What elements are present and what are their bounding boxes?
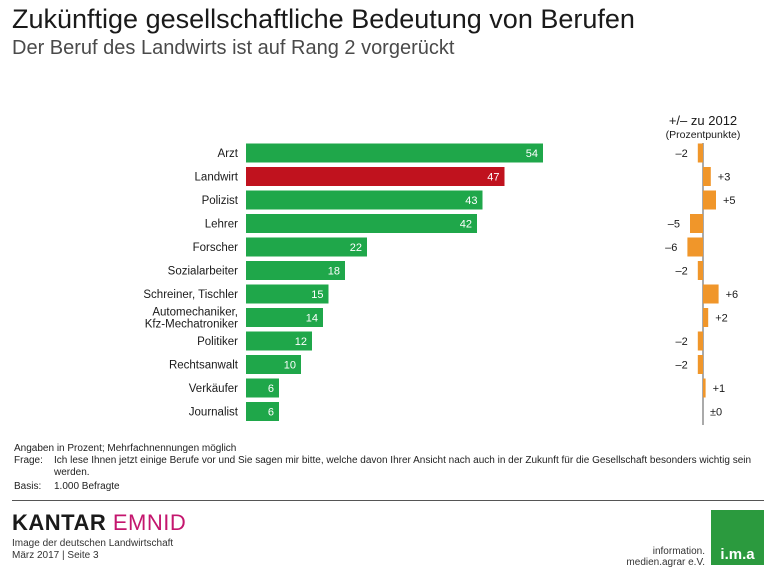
bar-chart: Arzt Landwirt Polizist Lehrer Forscher Sozial…: [143, 113, 741, 425]
bar-value-label: 15: [311, 289, 323, 301]
category-label: Landwirt: [195, 172, 239, 184]
change-bar: [703, 284, 719, 304]
bar: [246, 355, 301, 374]
notes-block: Angaben in Prozent; Mehrfachnennungen mö…: [14, 443, 764, 493]
change-bar: [703, 190, 716, 210]
bar-value-label: 10: [284, 360, 296, 372]
bar-value-label: 47: [487, 172, 499, 184]
frage-label: Frage:: [14, 455, 43, 466]
change-value-label: +1: [713, 383, 726, 395]
change-value-label: ±0: [710, 407, 722, 419]
category-label: Verkäufer: [189, 383, 238, 395]
change-value-label: –5: [668, 219, 680, 231]
study-name: Image der deutschen Landwirtschaft: [12, 538, 174, 549]
category-label: Politiker: [197, 336, 238, 348]
change-bar: [697, 261, 703, 280]
bar-value-label: 22: [350, 242, 362, 254]
bar: [246, 214, 477, 233]
change-chart-title: +/– zu 2012: [669, 113, 737, 128]
ima-logo-text: i.m.a: [720, 546, 755, 563]
page-title: Zukünftige gesellschaftliche Bedeutung v…: [12, 4, 635, 34]
bar: [246, 308, 323, 327]
change-value-label: +3: [718, 172, 731, 184]
bar-value-label: 6: [268, 383, 274, 395]
bar-value-label: 54: [526, 148, 538, 160]
change-value-label: +5: [723, 195, 736, 207]
ima-text-line1: information.: [652, 546, 705, 557]
ima-text-line2: medien.agrar e.V.: [626, 557, 705, 568]
change-value-label: +2: [715, 313, 728, 325]
category-label: Arzt: [218, 148, 239, 160]
change-value-label: –2: [676, 266, 688, 278]
bar: [246, 284, 329, 304]
bar: [246, 143, 543, 163]
change-value-label: –2: [676, 336, 688, 348]
change-bar: [687, 237, 703, 257]
change-bar: [703, 167, 711, 186]
bar: [246, 378, 279, 398]
category-label: Automechaniker, Kfz-Mechatroniker: [145, 307, 238, 331]
change-value-label: –2: [676, 148, 688, 160]
basis-text: 1.000 Befragte: [54, 481, 120, 492]
change-bar: [703, 378, 706, 398]
change-bar: [690, 214, 703, 233]
category-label: Schreiner, Tischler: [143, 289, 238, 301]
change-value-label: +6: [726, 289, 739, 301]
main-bars: 54 47 43 42 22 18 15 14 12 10 6 6: [246, 143, 543, 421]
bar-value-label: 14: [306, 313, 318, 325]
kantar-logo-part2: EMNID: [112, 510, 187, 535]
change-bar: [703, 308, 709, 327]
date-page: März 2017 | Seite 3: [12, 550, 99, 561]
notes-intro: Angaben in Prozent; Mehrfachnennungen mö…: [14, 443, 237, 454]
change-value-label: –6: [665, 242, 677, 254]
bar-value-label: 12: [295, 336, 307, 348]
kantar-emnid-logo: KANTAR EMNID: [12, 510, 186, 536]
footer-divider: [12, 500, 764, 501]
category-label: Polizist: [202, 195, 239, 207]
bar: [246, 237, 367, 257]
kantar-logo-part1: KANTAR: [12, 510, 107, 535]
category-label: Sozialarbeiter: [168, 266, 238, 278]
change-value-label: –2: [676, 360, 688, 372]
change-bar: [697, 143, 703, 163]
bar: [246, 190, 483, 210]
ima-logo: i.m.a: [711, 510, 764, 565]
bar: [246, 167, 505, 186]
category-label: Lehrer: [205, 219, 238, 231]
bar-value-label: 18: [328, 266, 340, 278]
category-labels: Arzt Landwirt Polizist Lehrer Forscher Sozial…: [143, 148, 238, 419]
change-bar: [697, 331, 703, 351]
bar-value-label: 42: [460, 219, 472, 231]
category-label: Journalist: [189, 407, 239, 419]
page-subtitle: Der Beruf des Landwirts ist auf Rang 2 v…: [12, 37, 455, 59]
category-label: Rechtsanwalt: [169, 360, 239, 372]
bar: [246, 261, 345, 280]
bar: [246, 402, 279, 421]
basis-label: Basis:: [14, 481, 42, 492]
bar-value-label: 43: [465, 195, 477, 207]
bar: [246, 331, 312, 351]
change-bars: –2 +3 +5 –5 –6 –2 +6 +2 –2 –2 +1 ±0: [665, 143, 739, 419]
category-label: Forscher: [193, 242, 239, 254]
change-bar: [697, 355, 703, 374]
frage-text: Ich lese Ihnen jetzt einige Berufe vor u…: [54, 455, 752, 478]
change-chart-subtitle: (Prozentpunkte): [666, 129, 741, 141]
bar-value-label: 6: [268, 407, 274, 419]
ima-organization-text: information. medien.agrar e.V.: [626, 546, 705, 568]
